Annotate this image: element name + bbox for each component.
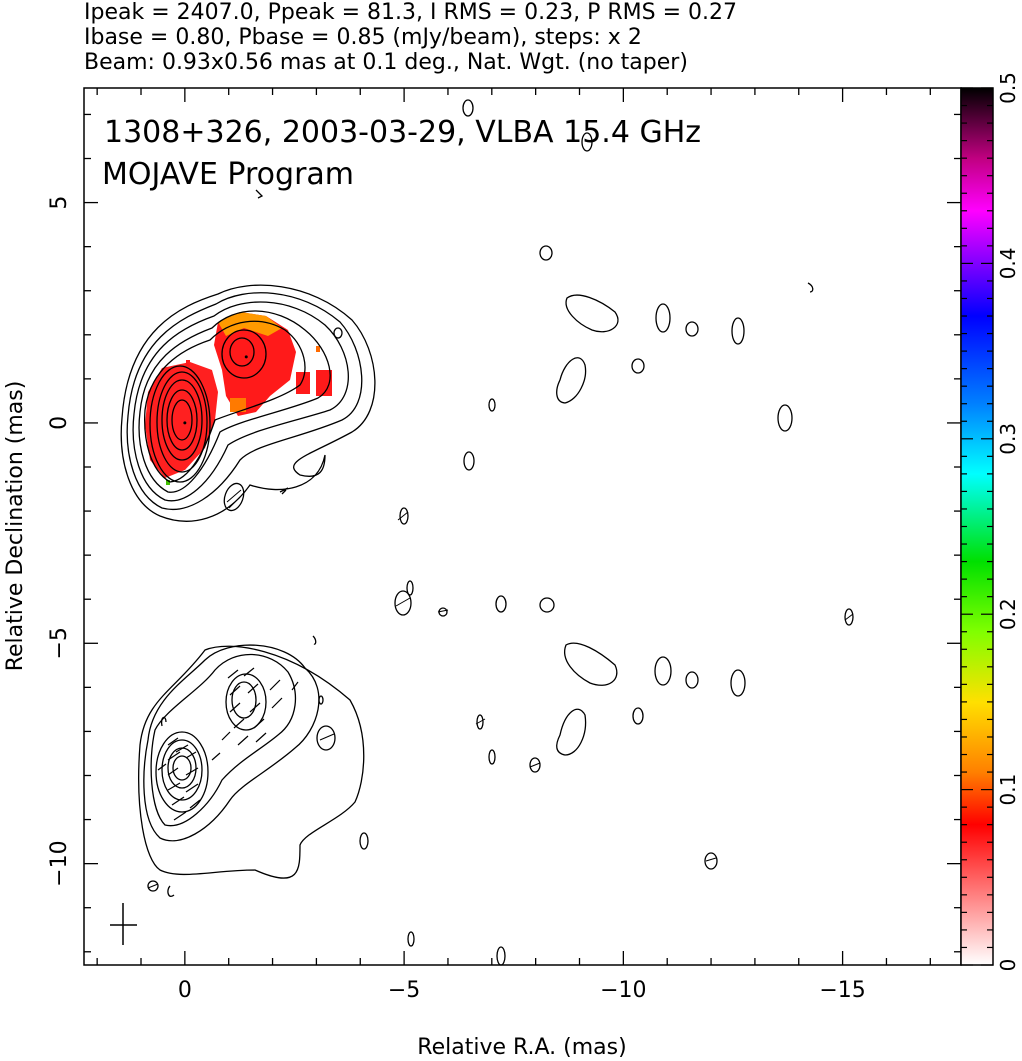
- colorbar-tick-label: 0.1: [996, 774, 1020, 806]
- x-tick-label: −5: [388, 978, 420, 1003]
- noise-contours: [147, 99, 854, 966]
- colorbar-tick-label: 0: [996, 959, 1020, 972]
- program-label: MOJAVE Program: [102, 157, 354, 192]
- colorbar-tick-label: 0.2: [996, 598, 1020, 630]
- x-axis-title: Relative R.A. (mas): [417, 1035, 626, 1060]
- y-tick-label: −10: [47, 840, 72, 886]
- x-tick-label: −10: [600, 978, 646, 1003]
- colorbar-tick-label: 0.4: [996, 247, 1020, 279]
- x-tick-label: 0: [178, 978, 192, 1003]
- component-jet-knot: [244, 355, 248, 359]
- header-line-1: Ipeak = 2407.0, Ppeak = 81.3, I RMS = 0.…: [84, 0, 737, 25]
- source-label: 1308+326, 2003-03-29, VLBA 15.4 GHz: [104, 115, 701, 150]
- x-tick-label: −15: [819, 978, 865, 1003]
- colorbar-tick-label: 0.5: [996, 72, 1020, 104]
- plot-frame: [83, 87, 962, 966]
- evpa-vectors: [157, 667, 299, 821]
- y-tick-label: −5: [47, 627, 72, 659]
- intensity-contours-upper: [120, 189, 376, 522]
- header-line-3: Beam: 0.93x0.56 mas at 0.1 deg., Nat. Wg…: [84, 50, 688, 75]
- y-tick-label: 0: [47, 416, 72, 430]
- axes: 0 −5 −10 −15 5 0 −5 −10: [47, 88, 961, 1003]
- component-core: [183, 421, 187, 425]
- header-line-2: Ibase = 0.80, Pbase = 0.85 (mJy/beam), s…: [84, 25, 642, 50]
- y-axis-title: Relative Declination (mas): [3, 381, 28, 672]
- y-tick-label: 5: [47, 196, 72, 210]
- noise-hatch-marks: [147, 511, 854, 889]
- polarization-contours-lower: [138, 644, 365, 897]
- polarization-colormap: [145, 312, 332, 485]
- colorbar-axis: 0 0.1 0.2 0.3 0.4 0.5: [961, 72, 1020, 971]
- colorbar-tick-label: 0.3: [996, 423, 1020, 455]
- beam-marker: [110, 903, 137, 945]
